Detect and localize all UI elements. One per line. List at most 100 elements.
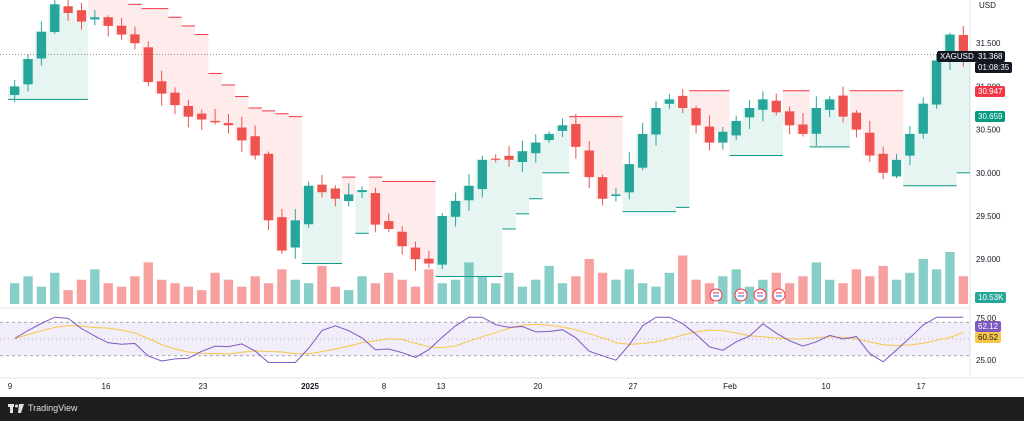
volume-bar (90, 269, 100, 304)
candle-body (945, 34, 955, 60)
volume-bar (571, 276, 581, 304)
rsi-ma-tag: 60.52 (975, 332, 1002, 343)
trend-fill-up (756, 99, 770, 156)
trend-fill-down (609, 116, 623, 195)
candle-body (410, 247, 421, 260)
trend-fill-down (221, 84, 236, 126)
volume-bar (838, 283, 848, 304)
trend-fill-down (288, 116, 302, 221)
volume-bar (76, 279, 87, 304)
volume-bar (263, 283, 274, 304)
volume-bar (718, 276, 728, 304)
candle-body (637, 133, 648, 168)
trend-fill-down (395, 181, 409, 247)
price-tick-label: 29.500 (976, 212, 1001, 221)
trend-fill-up (956, 54, 970, 173)
volume-bar (851, 269, 862, 304)
volume-bar (704, 283, 715, 304)
tradingview-logo-icon (8, 403, 24, 413)
candle-body (731, 120, 741, 136)
candle-body (344, 194, 354, 202)
volume-bar (344, 290, 354, 304)
volume-bar (531, 279, 541, 304)
trend-fill-up (742, 108, 757, 156)
candle-body (63, 6, 73, 13)
trend-fill-down (154, 8, 169, 94)
countdown-tag: 01:08:35 (975, 62, 1013, 73)
volume-bar (731, 269, 741, 304)
candle-body (517, 151, 528, 163)
trend-fill-up (769, 112, 783, 156)
volume-bar (210, 272, 220, 304)
footer-bar: TradingView (0, 397, 1024, 421)
trend-fill-up (448, 200, 463, 277)
volume-bar (450, 279, 461, 304)
trend-fill-down (195, 34, 209, 120)
volume-bar (744, 286, 755, 304)
candle-body (10, 86, 20, 96)
time-tick-label: 13 (437, 382, 446, 391)
rsi-line (14, 316, 964, 363)
time-tick-label: 23 (199, 382, 208, 391)
candle-body (491, 158, 501, 160)
candle-body (183, 105, 194, 117)
trend-fill-down (208, 73, 222, 123)
candle-body (397, 231, 407, 247)
candle-body (330, 188, 341, 199)
candle-body (958, 35, 968, 55)
candle-body (811, 108, 822, 134)
volume-tag: 10.53K (975, 292, 1007, 303)
candle-body (170, 92, 180, 106)
price-tick-label: 30.500 (976, 126, 1001, 135)
volume-bar (637, 283, 648, 304)
candle-body (918, 103, 928, 134)
rsi-ma-line (14, 323, 964, 355)
candle-body (597, 177, 608, 199)
price-chart[interactable]: 31.50031.00030.50030.00029.50029.00075.0… (0, 0, 1024, 397)
volume-bar (237, 286, 247, 304)
candle-body (317, 184, 327, 193)
candle-body (290, 220, 300, 248)
volume-bar (10, 283, 20, 304)
trend-fill-down (275, 113, 289, 251)
volume-bar (197, 290, 207, 304)
candle-body (691, 108, 701, 126)
tradingview-brand[interactable]: TradingView (8, 403, 78, 413)
trend-fill-up (74, 21, 89, 100)
volume-bar (651, 286, 661, 304)
currency-label: USD (979, 1, 996, 10)
candle-body (718, 131, 728, 143)
trend-fill-up (355, 190, 369, 234)
volume-bar (397, 279, 407, 304)
trend-fill-up (943, 34, 957, 186)
volume-bar (50, 272, 60, 304)
volume-bar (424, 269, 434, 304)
time-tick-label: 17 (917, 382, 926, 391)
volume-bar (170, 283, 180, 304)
candle-body (825, 99, 835, 110)
trend-fill-up (823, 99, 837, 147)
rsi-tag: 62.12 (975, 321, 1002, 332)
volume-bar (504, 272, 514, 304)
candle-body (557, 125, 568, 131)
candle-body (450, 200, 461, 217)
volume-bar (878, 265, 888, 304)
volume-bar (63, 290, 73, 304)
candle-body (838, 95, 848, 117)
trend-fill-up (555, 125, 570, 173)
symbol-tag: XAGUSD (937, 51, 977, 62)
candle-body (263, 153, 274, 221)
time-tick-label: 10 (822, 382, 831, 391)
volume-bar (183, 286, 194, 304)
volume-bar (357, 276, 367, 304)
candle-body (784, 111, 795, 126)
volume-bar (691, 279, 701, 304)
time-tick-label: 9 (8, 382, 13, 391)
trend-fill-down (88, 0, 102, 18)
candle-body (143, 47, 153, 83)
candle-body (544, 133, 554, 141)
candle-body (891, 159, 902, 177)
candle-body (851, 112, 862, 130)
candle-body (197, 113, 207, 120)
volume-bar (464, 262, 474, 304)
